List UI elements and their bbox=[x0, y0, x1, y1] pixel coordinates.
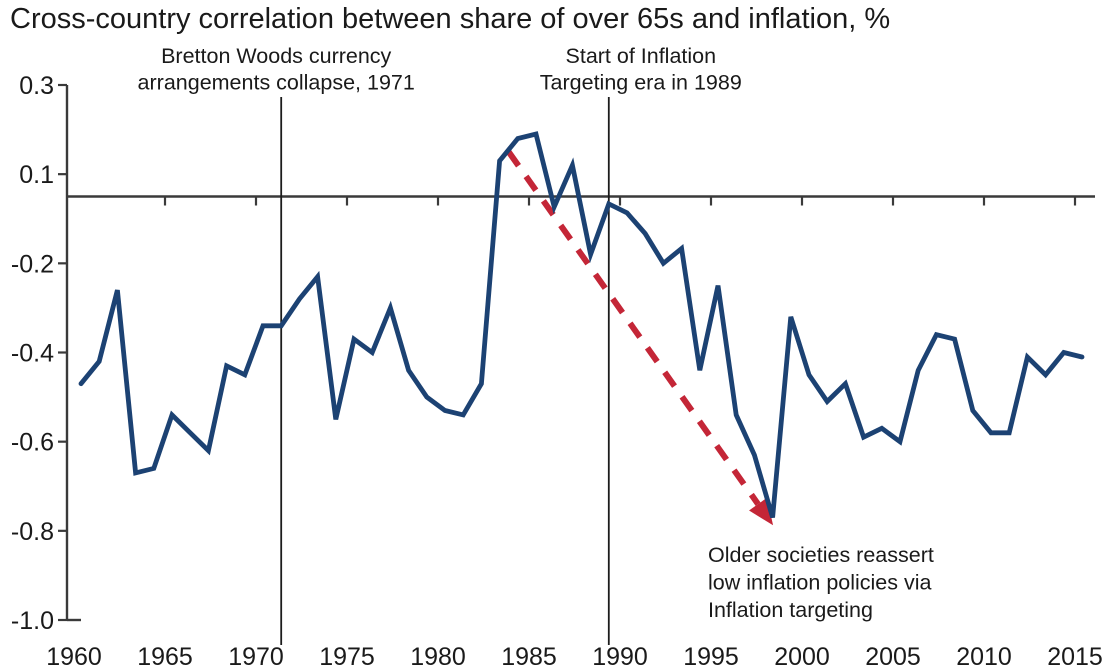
annotation-older-societies: Older societies reassert low inflation po… bbox=[708, 543, 934, 622]
x-tick-label: 1965 bbox=[137, 643, 193, 671]
x-tick-label: 2000 bbox=[774, 643, 830, 671]
x-tick-label: 1990 bbox=[592, 643, 648, 671]
x-tick-label: 1970 bbox=[228, 643, 284, 671]
x-tick-label: 2015 bbox=[1047, 643, 1103, 671]
x-tick-label: 1975 bbox=[319, 643, 375, 671]
x-tick-label: 1960 bbox=[46, 643, 102, 671]
chart-title: Cross-country correlation between share … bbox=[10, 3, 891, 35]
y-tick-label: -0.4 bbox=[11, 340, 54, 368]
y-tick-label: -0.6 bbox=[11, 429, 54, 457]
event-label-1989: Start of Inflation Targeting era in 1989 bbox=[540, 44, 742, 95]
x-tick-label: 2010 bbox=[956, 643, 1012, 671]
y-tick-label: 0.3 bbox=[19, 72, 54, 100]
y-tick-label: -0.8 bbox=[11, 518, 54, 546]
x-tick-label: 1985 bbox=[501, 643, 557, 671]
event-label-1971: Bretton Woods currency arrangements colla… bbox=[138, 44, 415, 95]
x-tick-label: 2005 bbox=[865, 643, 921, 671]
x-tick-label: 1980 bbox=[410, 643, 466, 671]
y-tick-label: -1.0 bbox=[11, 607, 54, 635]
correlation-line bbox=[78, 131, 1085, 519]
y-tick-label: -0.2 bbox=[11, 250, 54, 278]
x-tick-label: 1995 bbox=[683, 643, 739, 671]
trend-arrow-shaft bbox=[506, 150, 761, 506]
y-tick-label: 0.1 bbox=[19, 161, 54, 189]
